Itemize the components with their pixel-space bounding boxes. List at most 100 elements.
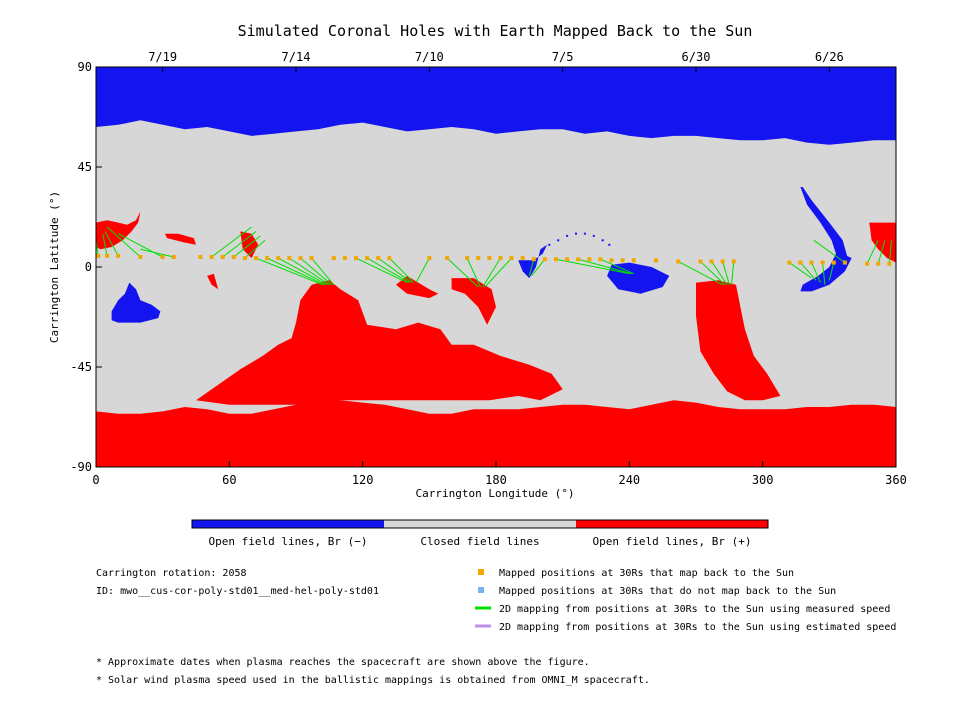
mapped-position-point	[831, 260, 836, 265]
negative-open-field-region	[607, 262, 670, 294]
x-tick-label: 180	[485, 473, 507, 487]
colorbar: Open field lines, Br (−) Closed field li…	[191, 519, 769, 548]
mapped-position-point	[96, 253, 101, 258]
mapped-position-point	[654, 258, 658, 263]
mapped-position-point	[365, 256, 370, 261]
top-date-label: 7/5	[552, 50, 574, 64]
negative-field-dot	[583, 232, 586, 235]
measured-speed-mapping-line	[102, 233, 108, 256]
positive-open-field-region	[207, 273, 219, 290]
measured-speed-mapping-line	[555, 258, 630, 275]
mapped-position-point	[609, 258, 614, 263]
measured-speed-mapping-line	[578, 258, 632, 275]
measured-speed-mapping-line	[677, 261, 723, 286]
mapped-position-point	[476, 256, 481, 261]
south-polar-coronal-hole	[96, 400, 896, 467]
mapped-position-point	[487, 256, 492, 261]
mapped-position-point	[498, 256, 503, 261]
mapped-points	[96, 253, 892, 266]
x-tick-label: 360	[885, 473, 907, 487]
mapped-position-point	[865, 261, 870, 266]
measured-speed-mapping-line	[722, 261, 730, 285]
negative-open-field-region	[111, 282, 161, 323]
x-tick-label: 120	[352, 473, 374, 487]
legend-label-estimated: 2D mapping from positions at 30Rs to the…	[499, 622, 896, 633]
measured-speed-mapping-line	[289, 257, 330, 286]
measured-speed-mapping-line	[888, 240, 893, 264]
measured-speed-mapping-line	[211, 226, 252, 258]
legend-label-unmapped: Mapped positions at 30Rs that do not map…	[499, 586, 836, 597]
mapped-position-point	[309, 256, 314, 261]
measured-speed-mapping-line	[415, 257, 430, 283]
north-polar-coronal-hole	[96, 67, 896, 145]
x-tick-label: 300	[752, 473, 774, 487]
mapped-position-point	[631, 258, 636, 263]
x-tick-label: 0	[92, 473, 99, 487]
colorbar-label-negative: Open field lines, Br (−)	[209, 535, 368, 548]
mapped-position-point	[842, 260, 847, 265]
colorbar-segment-closed	[384, 520, 576, 528]
measured-speed-mapping-line	[700, 261, 726, 286]
measured-speed-mapping-line	[104, 231, 119, 257]
mapping-lines	[96, 226, 893, 288]
mapped-position-point	[105, 253, 110, 258]
mapped-position-point	[565, 257, 570, 262]
negative-field-dot	[575, 232, 577, 235]
measured-speed-mapping-line	[300, 257, 332, 286]
mapped-position-point	[342, 256, 347, 261]
mapped-position-point	[445, 256, 450, 261]
colorbar-segment-negative	[192, 520, 384, 528]
mapped-position-point	[138, 255, 143, 259]
measured-speed-mapping-line	[711, 261, 728, 286]
negative-field-dot	[592, 234, 595, 237]
measured-speed-mapping-line	[266, 257, 326, 286]
carrington-rotation: Carrington rotation: 2058	[96, 568, 247, 579]
mapped-position-point	[887, 261, 892, 266]
mapped-position-point	[231, 255, 236, 259]
mapped-position-point	[731, 259, 736, 264]
measured-speed-mapping-line	[789, 262, 812, 279]
positive-open-field-region	[96, 211, 141, 250]
top-date-label: 6/26	[815, 50, 844, 64]
measured-speed-mapping-line	[311, 257, 335, 286]
measured-speed-mapping-line	[877, 240, 886, 264]
mapped-position-point	[276, 256, 281, 261]
positive-open-field-region	[196, 280, 563, 405]
y-tick-label: 90	[78, 60, 92, 74]
legend: Mapped positions at 30Rs that map back t…	[475, 568, 896, 633]
top-date-label: 7/14	[282, 50, 311, 64]
colorbar-label-closed: Closed field lines	[420, 535, 539, 548]
measured-speed-mapping-line	[811, 262, 821, 283]
measured-speed-mapping-line	[355, 257, 408, 284]
measured-speed-mapping-line	[233, 235, 261, 258]
negative-field-dot	[548, 243, 551, 246]
y-axis-label: Carrington Latitude (°)	[48, 191, 61, 343]
mapped-position-point	[427, 256, 432, 261]
mapped-position-point	[598, 257, 603, 262]
mapped-position-point	[465, 256, 470, 261]
measured-speed-mapping-line	[813, 239, 846, 263]
measured-speed-mapping-line	[106, 226, 141, 258]
mapped-position-point	[698, 259, 703, 264]
positive-open-field-region	[696, 280, 781, 401]
legend-label-mapped: Mapped positions at 30Rs that map back t…	[499, 568, 794, 579]
measured-speed-mapping-line	[140, 248, 174, 258]
mapped-position-point	[809, 260, 814, 265]
measured-speed-mapping-line	[366, 257, 410, 283]
mapped-position-point	[331, 256, 336, 261]
top-date-label: 7/10	[415, 50, 444, 64]
negative-open-field-region	[518, 244, 548, 279]
measured-speed-mapping-line	[482, 257, 501, 288]
mapped-position-point	[509, 256, 514, 261]
measured-speed-mapping-line	[277, 257, 328, 286]
negative-open-field-region	[800, 187, 852, 292]
mapped-position-point	[720, 259, 725, 264]
positive-open-field-region	[164, 233, 196, 245]
plot-area	[95, 66, 897, 468]
measured-speed-mapping-line	[388, 257, 415, 283]
mapped-position-point	[554, 257, 558, 262]
measured-speed-mapping-line	[377, 257, 412, 283]
chart-title: Simulated Coronal Holes with Earth Mappe…	[238, 22, 753, 40]
mapped-position-point	[160, 255, 165, 259]
